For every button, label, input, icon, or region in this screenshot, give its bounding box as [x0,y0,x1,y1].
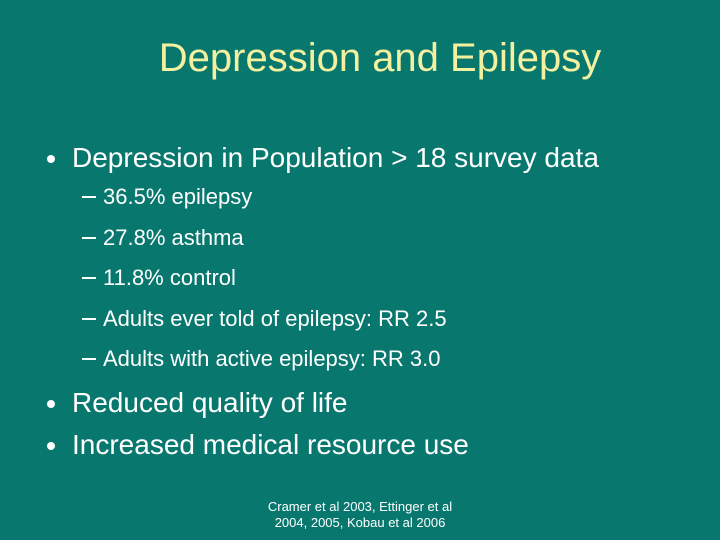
bullet-text: Increased medical resource use [72,428,469,460]
dash-marker [82,317,96,320]
sub-bullet-text: 27.8% asthma [103,224,244,250]
dash-marker [82,277,96,279]
sub-bullet-text: Adults with active epilepsy: RR 3.0 [103,346,441,371]
footer-text: Cramer et al 2003, Ettinger et al [267,499,453,514]
bullet-marker [47,399,55,408]
dash-marker [82,358,96,360]
bullet-text: Reduced quality of life [72,386,348,418]
sub-bullet-text: 11.8% control [103,265,236,290]
sub-bullet-text: Adults ever told of epilepsy: RR 2.5 [103,305,447,331]
bullet-text: Depression in Population > 18 survey dat… [72,142,599,173]
slide-title: Depression and Epilepsy [158,36,602,80]
sub-bullet-text: 36.5% epilepsy [103,184,253,209]
bullet-marker [47,155,55,163]
footer-text: 2004, 2005, Kobau et al 2006 [274,515,446,530]
dash-marker [82,236,96,239]
dash-marker [82,196,96,198]
bullet-marker [47,441,55,450]
